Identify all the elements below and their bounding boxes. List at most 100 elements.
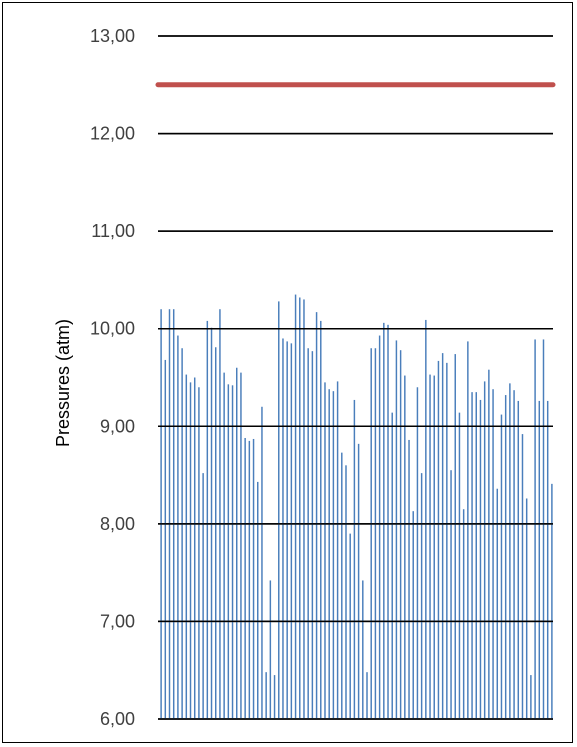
bar (219, 309, 221, 719)
bar (349, 533, 351, 719)
y-tick-label: 9,00 (100, 416, 135, 436)
bar-series (160, 294, 553, 719)
bar (513, 390, 515, 719)
bar (357, 443, 360, 719)
bar (500, 414, 503, 719)
bar (311, 351, 314, 719)
bar (542, 339, 545, 719)
bar (257, 481, 259, 719)
bar (273, 675, 276, 719)
y-tick-label: 7,00 (100, 611, 135, 631)
y-tick-label: 12,00 (90, 124, 135, 144)
bar (193, 377, 196, 719)
bar (223, 372, 225, 719)
bar (496, 488, 499, 719)
bar (458, 412, 461, 719)
bar (370, 348, 372, 719)
bar (450, 470, 452, 719)
bar (185, 374, 188, 719)
bar (395, 340, 398, 719)
bar (181, 348, 183, 719)
bar (303, 299, 305, 719)
bar (479, 399, 482, 719)
bar (202, 473, 204, 719)
bar (504, 395, 507, 719)
bar (332, 391, 335, 719)
bar (315, 312, 318, 719)
bar (362, 580, 364, 719)
bar (429, 374, 431, 719)
bar (391, 412, 393, 719)
bar (399, 350, 402, 719)
bar (282, 338, 284, 719)
bar (425, 319, 427, 719)
bar (420, 473, 423, 719)
gridlines-overlay (158, 35, 553, 720)
bar (521, 434, 524, 719)
bar (248, 440, 251, 719)
bar (244, 437, 246, 719)
bar (172, 309, 175, 719)
bar (252, 438, 255, 719)
y-tick-label: 10,00 (90, 319, 135, 339)
bar (483, 381, 486, 719)
bar (324, 382, 326, 719)
bar (353, 399, 356, 719)
bar (446, 362, 448, 719)
bar (408, 439, 410, 719)
bar (189, 382, 192, 719)
bar (467, 341, 469, 719)
bar (177, 335, 179, 719)
bar (307, 348, 309, 719)
y-axis-label: Pressures (atm) (53, 319, 73, 447)
bar (471, 392, 473, 719)
pressure-bar-chart: 6,00 7,00 8,00 9,00 10,00 11,00 12,00 13,00 Pre… (53, 26, 556, 729)
bar (441, 353, 444, 719)
bar (383, 322, 385, 719)
bar (299, 297, 301, 719)
y-tick-label: 11,00 (91, 221, 135, 241)
bar (534, 339, 536, 719)
bar (387, 324, 389, 719)
bar (475, 392, 477, 719)
bar (366, 672, 368, 719)
bar (462, 509, 465, 719)
bar (265, 672, 267, 719)
bar (294, 294, 297, 719)
bar (328, 389, 330, 719)
bar (546, 400, 549, 719)
bar (488, 369, 490, 719)
bar (525, 498, 528, 719)
y-tick-labels: 6,00 7,00 8,00 9,00 10,00 11,00 12,00 13,00 (90, 26, 135, 729)
bar (374, 348, 377, 719)
bar (378, 335, 381, 719)
bar (404, 375, 406, 719)
bar (530, 675, 532, 719)
bar (412, 511, 414, 719)
bar (341, 452, 343, 719)
bar (517, 400, 520, 719)
bar (320, 320, 322, 719)
bar (168, 309, 171, 719)
bar (240, 372, 242, 719)
bar (345, 465, 347, 719)
bar (538, 400, 541, 719)
y-tick-label: 6,00 (100, 709, 135, 729)
bar (416, 387, 419, 719)
y-tick-label: 8,00 (100, 514, 135, 534)
bar (336, 381, 339, 719)
y-tick-label: 13,00 (90, 26, 135, 46)
bar (198, 387, 200, 719)
bar (509, 383, 511, 719)
bar (214, 347, 217, 719)
bar (278, 301, 280, 719)
bar (551, 483, 553, 719)
bar (236, 367, 238, 719)
bar (160, 309, 162, 719)
bar (227, 384, 230, 719)
bar (290, 343, 293, 719)
bar (286, 341, 288, 719)
bar (261, 406, 263, 719)
bar (454, 354, 456, 719)
